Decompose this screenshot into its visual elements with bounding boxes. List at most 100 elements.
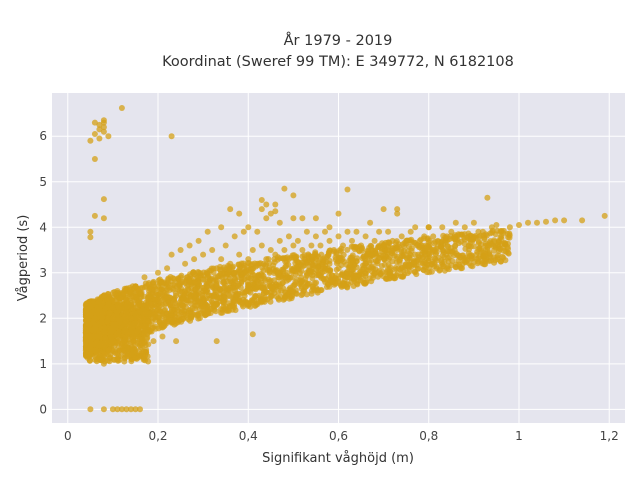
scatter-point [325,252,332,259]
scatter-point [102,335,109,342]
scatter-point [212,308,219,315]
scatter-point [87,234,94,241]
scatter-point [271,259,278,266]
scatter-point [333,272,340,279]
scatter-point [227,206,234,213]
scatter-point [271,277,278,284]
scatter-point [308,266,315,273]
scatter-point [182,312,189,319]
scatter-point [213,300,220,307]
scatter-point [169,285,176,292]
scatter-point [376,228,383,235]
scatter-point [416,237,423,244]
scatter-point [231,233,238,240]
scatter-point [443,233,450,240]
scatter-point [497,246,504,253]
scatter-point [441,254,448,261]
scatter-point [384,247,391,254]
scatter-point [380,206,387,213]
scatter-point [281,295,288,302]
scatter-point [258,197,265,203]
scatter-point [96,306,103,313]
scatter-point [252,292,259,299]
scatter-point [190,269,197,276]
scatter-point [391,275,398,282]
scatter-point [155,306,161,313]
scatter-point [186,242,193,249]
scatter-point [181,278,188,285]
scatter-point [312,215,319,222]
scatter-point [347,263,354,270]
scatter-point [128,406,134,413]
scatter-point [91,341,98,348]
scatter-point [488,224,495,231]
scatter-point [267,210,274,217]
scatter-point [91,324,98,331]
scatter-point [109,315,116,322]
x-tick-label: 0,2 [148,429,167,443]
scatter-point [272,201,279,208]
scatter-point [516,222,522,228]
scatter-point [265,276,272,283]
scatter-point [482,242,489,249]
scatter-point [318,274,325,281]
scatter-point [263,201,270,208]
scatter-point [378,263,385,269]
scatter-point [298,274,305,281]
x-tick-label: 1 [515,429,523,443]
scatter-point [195,280,202,287]
scatter-point [178,318,185,325]
scatter-point [177,247,184,253]
scatter-point [401,271,408,278]
scatter-point [164,265,171,272]
scatter-point [96,135,103,142]
scatter-point [360,265,367,272]
scatter-point [426,237,433,244]
scatter-point [367,219,374,226]
scatter-point [561,217,568,224]
scatter-point [236,210,243,217]
scatter-point [151,284,158,290]
scatter-point [358,242,365,249]
scatter-point [290,242,297,249]
scatter-point [258,242,265,249]
scatter-point [137,294,144,301]
scatter-point [364,247,371,254]
scatter-point [266,283,273,289]
scatter-point [417,259,424,266]
scatter-point [345,270,352,277]
scatter-point [267,294,274,301]
scatter-point [121,285,128,292]
scatter-point [209,247,216,253]
scatter-point [263,215,270,222]
scatter-point [303,260,310,267]
scatter-point [220,298,226,305]
scatter-point [303,291,310,298]
scatter-point [394,244,401,251]
scatter-point [276,281,282,288]
scatter-point [309,275,316,282]
scatter-point [105,347,112,354]
x-tick-label: 1,2 [600,429,619,443]
scatter-point [475,255,482,262]
scatter-point [123,406,130,413]
scatter-point [258,206,265,213]
scatter-point [285,233,292,240]
x-tick-label: 0,8 [419,429,438,443]
scatter-point [231,269,238,276]
scatter-point [494,252,501,259]
scatter-point [235,282,242,289]
scatter-point [240,228,247,235]
scatter-point [96,126,103,133]
scatter-point [401,251,408,258]
scatter-point [177,274,184,281]
scatter-point [131,310,138,317]
scatter-point [184,274,191,280]
scatter-point [303,228,310,235]
scatter-point [186,278,193,285]
scatter-point [250,265,257,272]
scatter-point [437,266,443,273]
scatter-point [413,271,420,278]
scatter-point [318,287,325,293]
scatter-point [173,292,180,299]
